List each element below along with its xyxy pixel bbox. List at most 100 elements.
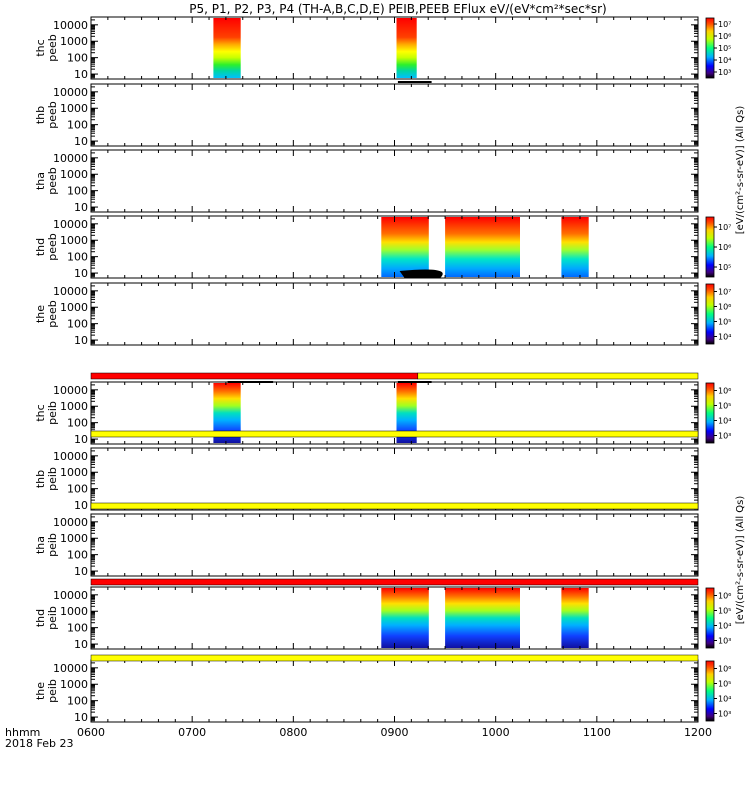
colorbar-tick-label: 10⁴ <box>718 622 731 631</box>
y-tick-label: 10000 <box>53 86 88 99</box>
panel-label-line: thb <box>34 470 47 488</box>
mode-bar <box>90 654 699 662</box>
panel-label-line: the <box>34 682 47 700</box>
colorbar-tick-label: 10⁶ <box>718 387 731 396</box>
panel-thc-peib: 10 100 1000 10000 thcpeib 10³ 10⁴ 10⁵ 10⁶ <box>34 381 731 446</box>
colorbar-tick-label: 10³ <box>718 710 731 719</box>
panel-frame <box>90 282 699 346</box>
x-tick-label: 1200 <box>684 726 712 739</box>
mode-bar <box>90 578 699 586</box>
colorbar-tick-label: 10⁶ <box>718 303 731 312</box>
panel-label-line: thc <box>34 404 47 421</box>
panel-tha-peib: 10 100 1000 10000 thapeib <box>34 513 699 578</box>
x-tick-label: 0900 <box>381 726 409 739</box>
panel-label-line: peeb <box>46 101 59 129</box>
colorbar <box>705 382 715 444</box>
y-tick-label: 1000 <box>60 168 88 181</box>
panel-label-line: peeb <box>46 300 59 328</box>
panel-label-line: thb <box>34 106 47 124</box>
y-tick-label: 10000 <box>53 19 88 32</box>
y-tick-label: 100 <box>67 695 88 708</box>
y-tick-label: 1000 <box>60 301 88 314</box>
panel-thd-peeb: 10 100 1000 10000 thdpeeb 10⁵ 10⁶ 10⁷ <box>34 215 731 280</box>
colorbar-tick-label: 10⁴ <box>718 333 731 342</box>
saturation-mark <box>397 81 432 83</box>
panel-thb-peeb: 10 100 1000 10000 thbpeeb <box>34 83 699 148</box>
panel-frame <box>90 447 699 511</box>
spectrogram-block <box>396 383 417 443</box>
panel-label-line: peeb <box>46 167 59 195</box>
y-tick-label: 10000 <box>53 662 88 675</box>
spectrogram-block <box>561 217 589 277</box>
colorbar-tick-label: 10³ <box>718 637 731 646</box>
y-tick-label: 1000 <box>60 234 88 247</box>
y-tick-label: 10 <box>74 68 88 81</box>
y-tick-label: 1000 <box>60 605 88 618</box>
y-tick-label: 10 <box>74 135 88 148</box>
panel-label-line: peeb <box>46 34 59 62</box>
y-tick-label: 10000 <box>53 152 88 165</box>
panel-frame <box>90 83 699 147</box>
mode-bar <box>90 502 699 510</box>
potential-curve <box>399 269 443 278</box>
y-tick-label: 10000 <box>53 589 88 602</box>
y-tick-label: 100 <box>67 549 88 562</box>
colorbar-tick-label: 10⁵ <box>718 44 731 53</box>
x-tick-label: 0800 <box>279 726 307 739</box>
panel-label: thcpeib <box>34 401 59 425</box>
x-tick-label: 1100 <box>583 726 611 739</box>
panel-label-line: thd <box>34 609 47 627</box>
colorbar-tick-label: 10⁷ <box>718 223 731 232</box>
spectrogram-block <box>381 588 429 648</box>
y-tick-label: 100 <box>67 318 88 331</box>
panel-label: thbpeib <box>34 467 59 491</box>
x-tick-label: 1000 <box>482 726 510 739</box>
y-tick-label: 10 <box>74 565 88 578</box>
saturation-mark <box>397 381 432 383</box>
panel-label-line: the <box>34 305 47 323</box>
y-tick-label: 10 <box>74 711 88 724</box>
panel-label-line: tha <box>34 536 47 554</box>
y-tick-label: 100 <box>67 622 88 635</box>
y-tick-label: 10000 <box>53 450 88 463</box>
colorbar-tick-label: 10⁵ <box>718 263 731 272</box>
panel-thb-peib: 10 100 1000 10000 thbpeib <box>34 447 699 512</box>
y-tick-label: 1000 <box>60 400 88 413</box>
spectrogram-block <box>381 217 429 277</box>
mode-bar <box>90 372 419 380</box>
spectrogram-block <box>445 217 520 277</box>
colorbar <box>705 283 715 345</box>
y-tick-label: 10 <box>74 267 88 280</box>
panel-label-line: peib <box>46 606 59 630</box>
panel-thd-peib: 10 100 1000 10000 thdpeib 10³ 10⁴ 10⁵ 10⁶ <box>34 586 731 651</box>
panel-label-line: thc <box>34 39 47 56</box>
x-tick-label: 0700 <box>178 726 206 739</box>
date-label: 2018 Feb 23 <box>5 737 73 750</box>
panel-label: thbpeeb <box>34 101 59 129</box>
colorbar <box>705 660 715 722</box>
chart-title: P5, P1, P2, P3, P4 (TH-A,B,C,D,E) PEIB,P… <box>189 2 606 16</box>
y-tick-label: 10000 <box>53 516 88 529</box>
panel-the-peeb: 10 100 1000 10000 thepeeb 10⁴ 10⁵ 10⁶ 10⁷ <box>34 282 731 347</box>
panel-label: thapeib <box>34 533 59 557</box>
y-tick-label: 1000 <box>60 466 88 479</box>
panel-label-line: peib <box>46 679 59 703</box>
y-tick-label: 10 <box>74 638 88 651</box>
y-tick-label: 10 <box>74 201 88 214</box>
y-tick-label: 10 <box>74 433 88 446</box>
colorbar-tick-label: 10⁵ <box>718 680 731 689</box>
mode-bar <box>90 430 699 438</box>
y-tick-label: 100 <box>67 251 88 264</box>
y-tick-label: 100 <box>67 483 88 496</box>
y-tick-label: 100 <box>67 119 88 132</box>
y-tick-label: 10 <box>74 334 88 347</box>
colorbar-unit-label: [eV/(cm²-s-sr-eV)] (All Qs) <box>735 496 746 625</box>
panel-label: thdpeib <box>34 606 59 630</box>
panel-frame <box>90 149 699 213</box>
panel-tha-peeb: 10 100 1000 10000 thapeeb <box>34 149 699 214</box>
y-tick-label: 10000 <box>53 285 88 298</box>
spectrogram-block <box>445 588 520 648</box>
y-tick-label: 100 <box>67 417 88 430</box>
y-tick-label: 1000 <box>60 678 88 691</box>
colorbar-tick-label: 10⁵ <box>718 607 731 616</box>
